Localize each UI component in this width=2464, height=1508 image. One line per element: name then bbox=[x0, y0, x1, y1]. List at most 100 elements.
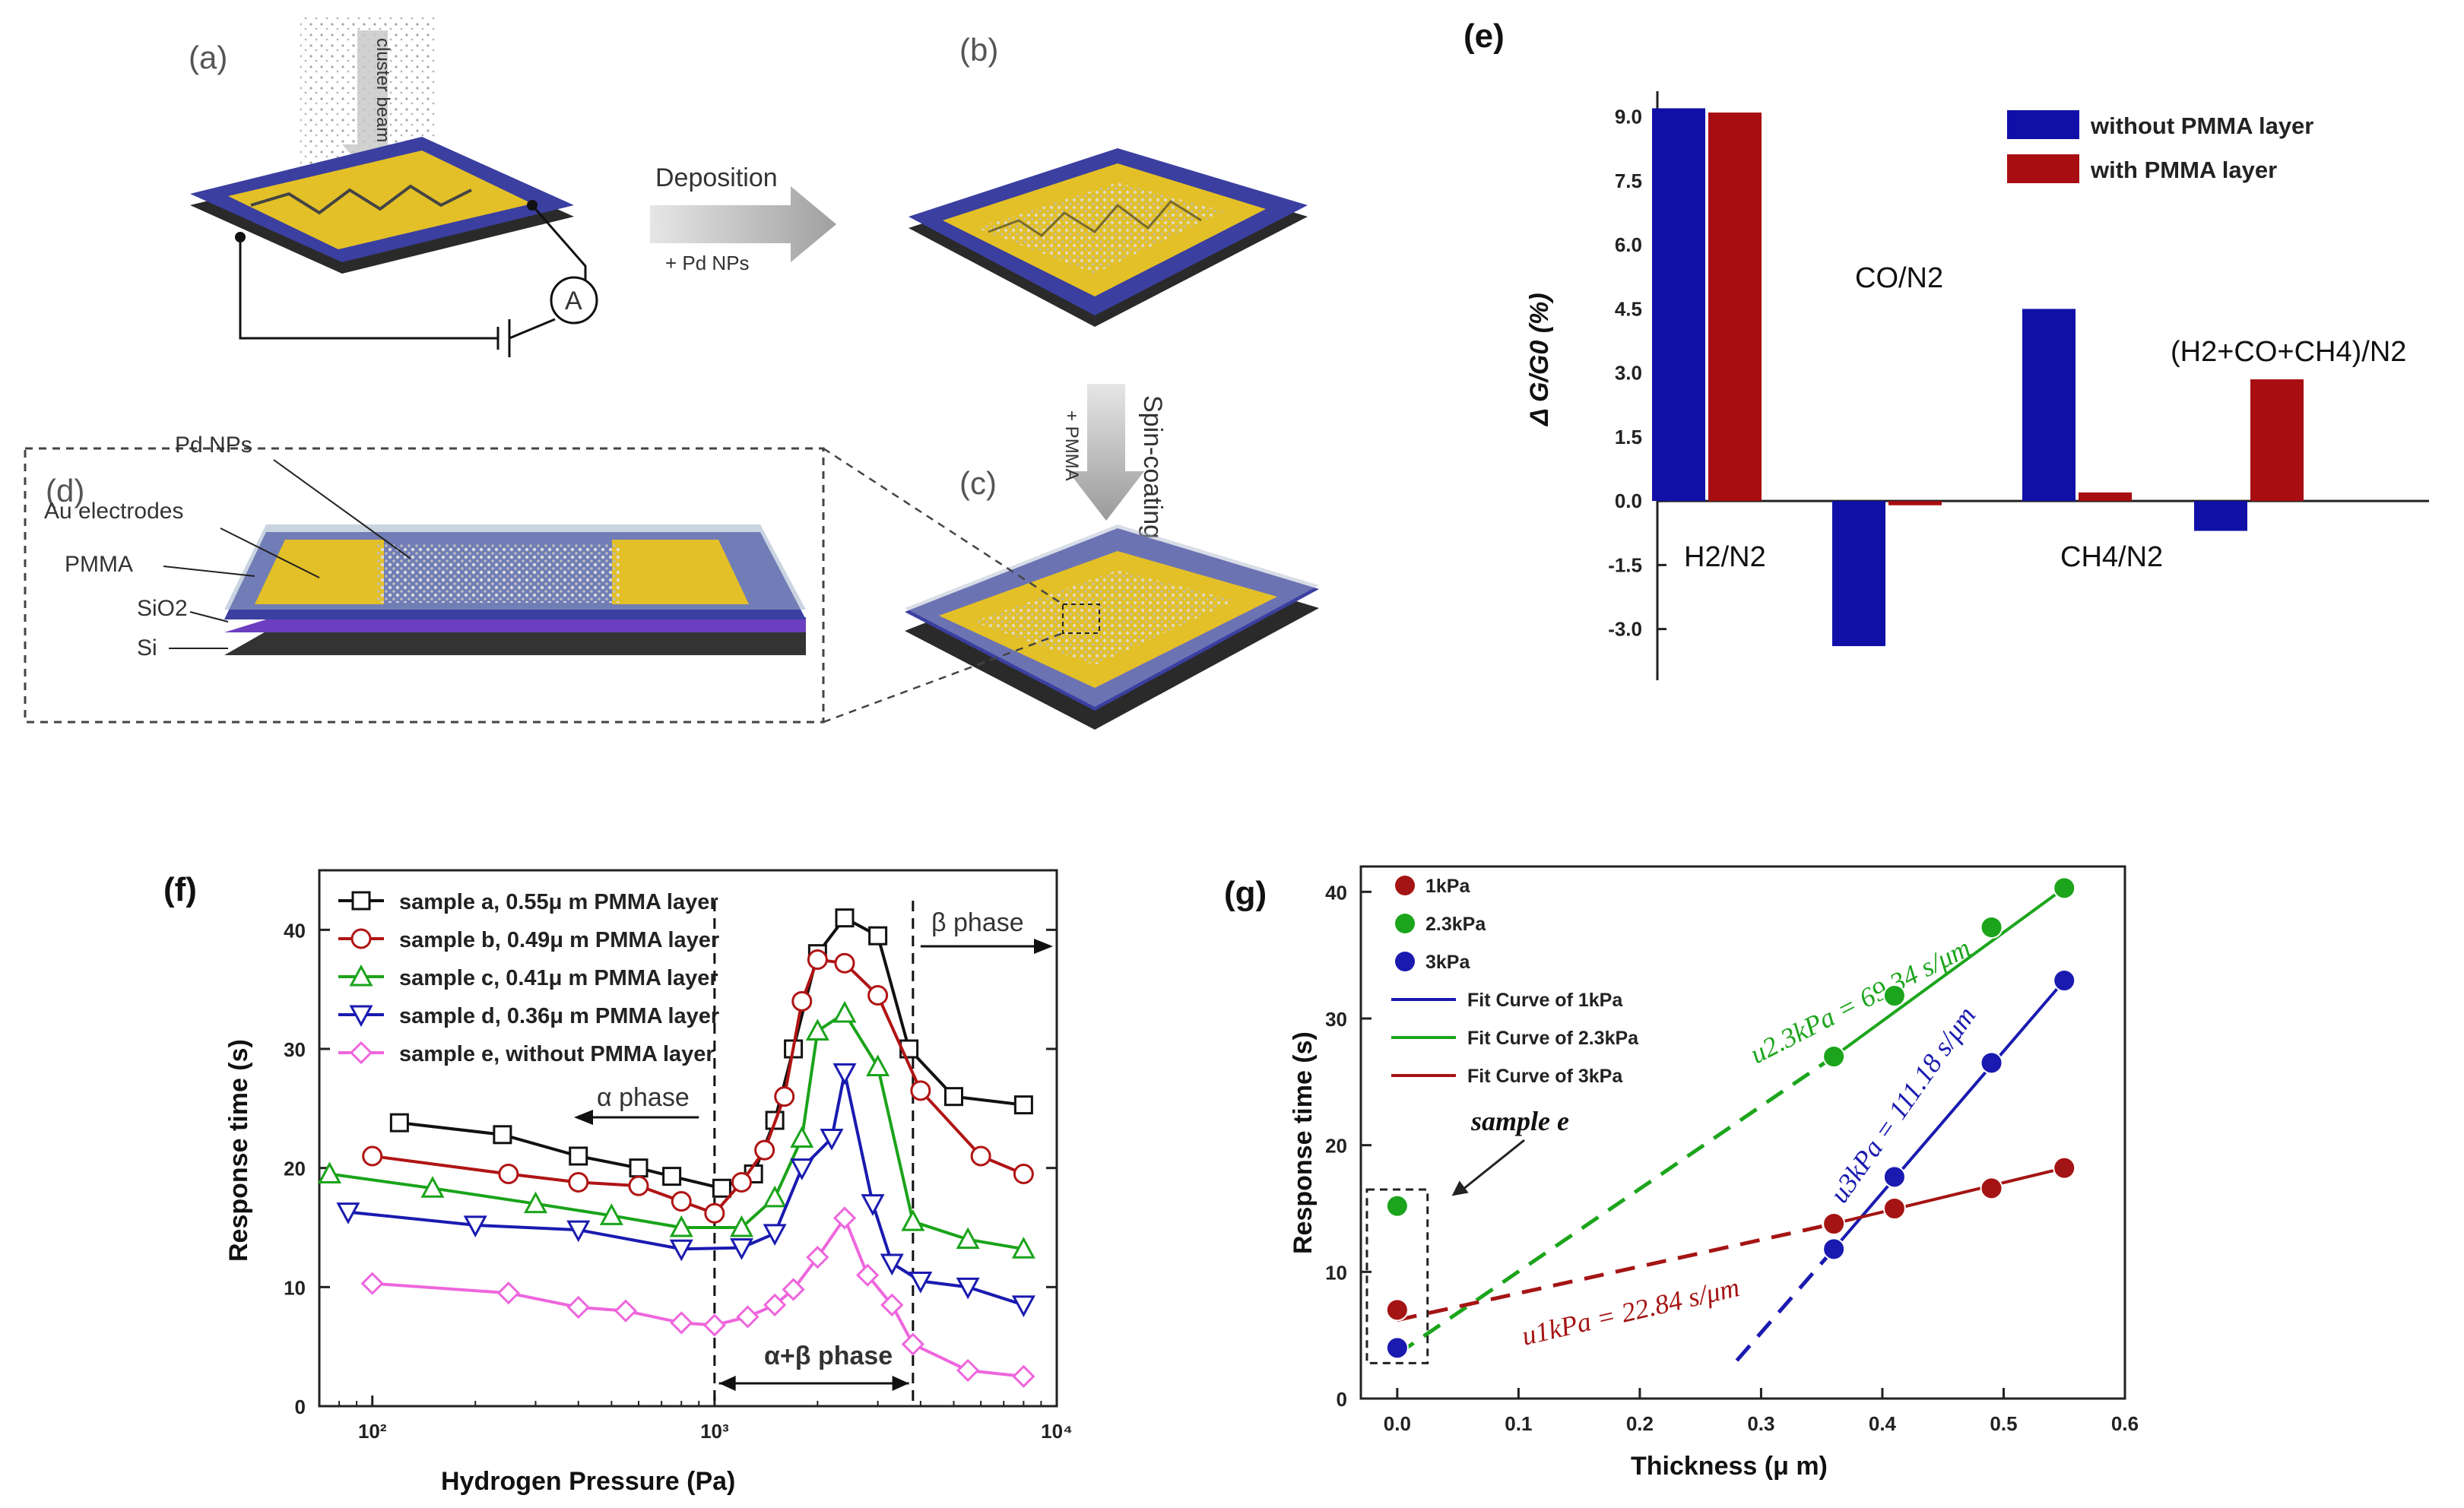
chart-f-point bbox=[956, 1227, 980, 1250]
chart-f-point bbox=[763, 1185, 787, 1208]
chart-e-ytick-label: -1.5 bbox=[1608, 553, 1642, 576]
device-a-finger-pattern bbox=[250, 184, 472, 215]
pd-nanoparticles bbox=[376, 543, 620, 603]
layer-sio2 bbox=[224, 617, 806, 632]
zoom-line-bottom bbox=[823, 632, 1064, 724]
chart-f-point bbox=[901, 1209, 925, 1231]
chart-f-series-line bbox=[372, 958, 1025, 1215]
chart-f-point bbox=[349, 1041, 373, 1065]
chart-f-ab-arrowhead-right bbox=[892, 1376, 909, 1391]
chart-f-point bbox=[349, 964, 373, 987]
chart-f-point bbox=[420, 1176, 445, 1198]
chart-f-point bbox=[463, 1215, 487, 1238]
chart-f-point bbox=[832, 1206, 857, 1230]
panel-label-d: (d) bbox=[46, 473, 84, 508]
chart-f-annot-alpha: α phase bbox=[597, 1083, 690, 1112]
chart-f-point bbox=[712, 1178, 731, 1198]
chart-f-legend-label: sample d, 0.36μ m PMMA layer bbox=[399, 1004, 719, 1028]
chart-f-point bbox=[736, 1305, 759, 1329]
chart-e-ytick-label: 9.0 bbox=[1615, 106, 1642, 128]
chart-f-point bbox=[754, 1139, 775, 1161]
chart-e-bar bbox=[2194, 501, 2247, 531]
chart-f-point bbox=[763, 1224, 787, 1246]
chart-f-xtick-label: 10³ bbox=[700, 1420, 729, 1443]
electrode-right bbox=[612, 540, 749, 604]
chart-g-legend-label: 3kPa bbox=[1425, 952, 1470, 973]
chart-f-point bbox=[820, 1129, 844, 1151]
chart-f-frame bbox=[318, 869, 1058, 1408]
chart-g-xtick-label: 0.0 bbox=[1384, 1412, 1411, 1435]
schematic-panel-b: (b) bbox=[909, 32, 1308, 327]
chart-e-category-label: H2/N2 bbox=[1684, 541, 1766, 573]
chart-g-point bbox=[1980, 1177, 2003, 1200]
chart-g-xtick-label: 0.2 bbox=[1626, 1412, 1654, 1435]
chart-e-ytick-label: 3.0 bbox=[1615, 362, 1642, 385]
chart-f-point bbox=[360, 1272, 384, 1295]
chart-f-point bbox=[807, 949, 828, 970]
chart-e-panel-label: (e) bbox=[1463, 17, 1505, 55]
chart-g-annot-red: u1kPa = 22.84 s/μm bbox=[1519, 1272, 1743, 1351]
chart-g-sample-e-arrowhead bbox=[1451, 1180, 1469, 1196]
chart-f-point bbox=[791, 990, 813, 1012]
chart-g-xlabel: Thickness (μ m) bbox=[1631, 1452, 1828, 1481]
chart-f-alpha-arrowhead bbox=[574, 1110, 593, 1125]
schematic-panel-c: (c) bbox=[905, 465, 1319, 730]
chart-g-point bbox=[2053, 876, 2076, 900]
chart-f-point bbox=[835, 908, 855, 928]
chart-g-ytick-label: 30 bbox=[1325, 1008, 1347, 1031]
chart-g-legend-label: 1kPa bbox=[1425, 876, 1470, 897]
chart-f-point bbox=[806, 1246, 829, 1269]
chart-f-point bbox=[351, 891, 371, 911]
chart-g-ytick-label: 10 bbox=[1325, 1261, 1347, 1284]
chart-f-point bbox=[731, 1171, 753, 1193]
chart-g-point bbox=[1385, 1298, 1409, 1322]
chart-f-point bbox=[1011, 1295, 1035, 1317]
cluster-beam-label: cluster beam bbox=[373, 38, 393, 142]
chart-f-point bbox=[362, 1145, 383, 1167]
chart-f-point bbox=[866, 1054, 890, 1076]
chart-e-bar bbox=[1888, 501, 1942, 505]
chart-f-ytick-label: 20 bbox=[284, 1158, 306, 1180]
chart-g-point bbox=[1980, 1051, 2003, 1075]
panel-label-a: (a) bbox=[189, 40, 227, 75]
chart-f-legend-label: sample b, 0.49μ m PMMA layer bbox=[399, 928, 719, 952]
chart-f-annot-alpha-beta: α+β phase bbox=[764, 1342, 893, 1370]
zoom-box bbox=[24, 447, 825, 724]
deposition-label: Deposition bbox=[655, 163, 778, 192]
chart-f-point bbox=[956, 1277, 980, 1300]
panel-label-c: (c) bbox=[959, 465, 997, 501]
chart-f-panel-label: (f) bbox=[163, 871, 197, 908]
chart-g-point bbox=[1385, 1194, 1409, 1218]
chart-f-point bbox=[880, 1253, 904, 1276]
chart-g-legend-label: Fit Curve of 2.3kPa bbox=[1467, 1028, 1639, 1049]
chart-f-point bbox=[669, 1215, 693, 1237]
chart-e-category-label: CH4/N2 bbox=[2060, 541, 2163, 573]
chart-f-ylabel: Response time (s) bbox=[224, 1039, 253, 1262]
chart-e-bar bbox=[1832, 501, 1885, 647]
chart-g-xtick-label: 0.1 bbox=[1505, 1412, 1532, 1435]
chart-g-point bbox=[2053, 1156, 2076, 1180]
chart-g-point bbox=[1882, 984, 1906, 1007]
chart-f-ytick-label: 30 bbox=[284, 1038, 306, 1061]
chart-g-annot-sample-e: sample e bbox=[1470, 1106, 1569, 1136]
chart-f-point bbox=[671, 1191, 692, 1212]
chart-f-legend-label: sample c, 0.41μ m PMMA layer bbox=[399, 966, 718, 990]
chart-e-bar bbox=[2079, 492, 2132, 502]
label-si: Si bbox=[137, 635, 157, 661]
chart-f-series-line bbox=[329, 1012, 1024, 1251]
chart-f-point bbox=[566, 1295, 590, 1320]
chart-e-ylabel: Δ G/G0 (%) bbox=[1525, 293, 1554, 427]
chart-f-point bbox=[901, 1332, 924, 1356]
chart-f-point bbox=[670, 1311, 693, 1335]
chart-e-bar bbox=[1652, 108, 1705, 502]
chart-f-point bbox=[774, 1086, 795, 1107]
chart-g-fit-line bbox=[1833, 1166, 2065, 1225]
chart-f-point bbox=[868, 926, 888, 946]
chart-f-point bbox=[956, 1358, 980, 1383]
ammeter-label: A bbox=[565, 287, 582, 315]
chart-g-ytick-label: 20 bbox=[1325, 1135, 1347, 1158]
chart-g-legend-label: 2.3kPa bbox=[1425, 914, 1486, 935]
chart-e-bar bbox=[2022, 309, 2076, 502]
ammeter-icon bbox=[550, 276, 598, 325]
chart-f-series-line bbox=[372, 1216, 1024, 1378]
